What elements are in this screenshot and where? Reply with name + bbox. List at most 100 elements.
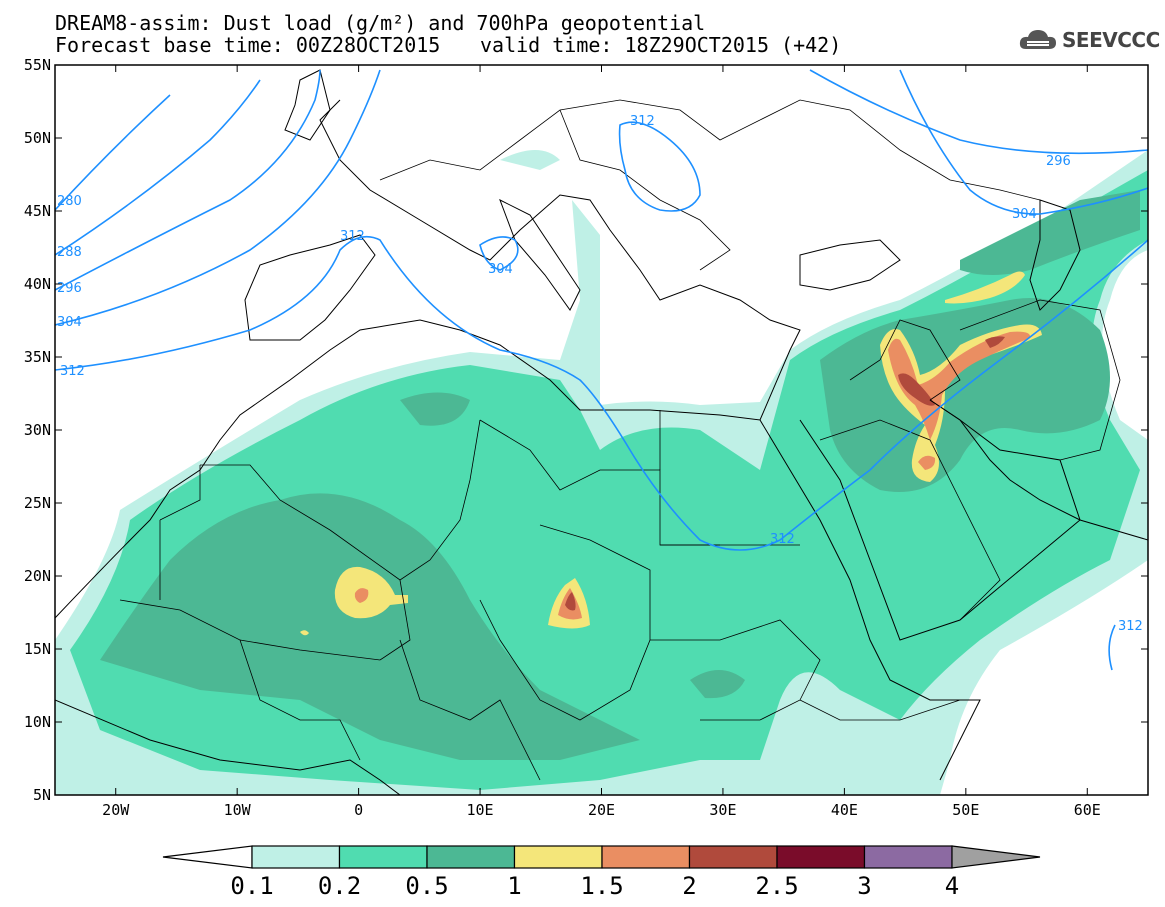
coastline-red-sea [759, 419, 981, 781]
contour-312-balkan [618, 121, 701, 212]
contour-312-west [55, 235, 1148, 551]
border-mali-niger [239, 579, 411, 661]
coastline-iberia [244, 234, 376, 341]
colorbar-swatch [426, 845, 516, 869]
coastline-gulf-of-guinea [55, 699, 401, 795]
border-europe-a [379, 99, 761, 181]
dust-layer-1-iraq [880, 324, 1042, 482]
lat-tick-label: 30N [24, 421, 51, 439]
latitude-axis: 55N 50N 45N 40N 35N 30N 25N 20N 15N 10N 5N [24, 56, 1148, 804]
dust-layer-0-5 [100, 493, 640, 760]
dust-layer-1-west [334, 566, 408, 619]
lat-tick-label: 40N [24, 275, 51, 293]
contour-296 [55, 69, 321, 291]
contour-label: 312 [60, 364, 85, 379]
dust-layer-1-5-iraq [888, 331, 1031, 440]
lat-tick-label: 55N [24, 56, 51, 74]
coastline-italy [499, 198, 581, 311]
lat-tick-label: 20N [24, 567, 51, 585]
contour-304-italy [479, 236, 519, 271]
contour-304 [55, 69, 381, 326]
colorbar-label: 4 [945, 872, 959, 900]
lon-tick-label: 0 [354, 801, 363, 819]
contour-label: 304 [488, 262, 513, 277]
dust-layer-2-iraq [898, 373, 935, 406]
coastline-uk [284, 69, 331, 141]
coastline-arabia [799, 399, 1081, 641]
lat-tick-label: 15N [24, 640, 51, 658]
border-iraq-iran [849, 319, 961, 401]
map-title: DREAM8-assim: Dust load (g/m²) and 700hP… [55, 11, 706, 35]
contour-label: 296 [57, 281, 82, 296]
contour-label: 312 [630, 114, 655, 129]
lat-tick-label: 45N [24, 202, 51, 220]
contour-label: 304 [57, 315, 82, 330]
lon-tick-label: 10E [467, 801, 494, 819]
dust-layer-2-iran [985, 336, 1005, 348]
contour-label: 280 [57, 194, 82, 209]
lat-tick-label: 50N [24, 129, 51, 147]
seevccc-logo: SEEVCCC [1018, 25, 1160, 55]
contour-312-east [1108, 624, 1116, 671]
border-saudi [819, 419, 1001, 621]
lat-tick-label: 10N [24, 713, 51, 731]
valid-time: valid time: 18Z29OCT2015 (+42) [480, 33, 842, 57]
border-europe-b [559, 109, 731, 271]
dust-layer-2-chad [565, 592, 576, 611]
contour-label: 304 [1012, 207, 1037, 222]
dust-layer-0-5-c [960, 190, 1140, 275]
colorbar-label: 1 [507, 872, 521, 900]
contour-280 [55, 94, 171, 211]
colorbar-label: 3 [857, 872, 871, 900]
colorbar-swatch [251, 845, 341, 869]
geopotential-contours [55, 69, 1148, 671]
coastline-africa-europe [55, 99, 801, 619]
border-sudan [650, 619, 821, 721]
coastlines [55, 69, 1148, 795]
colorbar-label: 0.2 [318, 872, 361, 900]
contour-296-east [809, 69, 1148, 155]
coastline-persian-gulf [929, 399, 1148, 541]
contour-label: 312 [340, 229, 365, 244]
border-west-africa [119, 599, 361, 761]
border-russia [759, 99, 1041, 201]
contour-label: 296 [1046, 154, 1071, 169]
colorbar-label: 2.5 [755, 872, 798, 900]
dust-layer-1-5-west [354, 588, 369, 603]
border-mauritania [159, 465, 201, 600]
lat-tick-label: 25N [24, 494, 51, 512]
colorbar-swatch [338, 845, 428, 869]
colorbar-swatch [688, 845, 778, 869]
colorbar-high-arrow [951, 845, 1041, 869]
country-borders [119, 99, 1121, 781]
contour-labels: 280 288 296 304 312 312 304 312 304 296 … [57, 114, 1143, 634]
lat-tick-label: 5N [33, 786, 51, 804]
dust-layer-0-5-d [400, 392, 470, 426]
contour-label: 312 [1118, 619, 1143, 634]
colorbar-swatch [863, 845, 953, 869]
lat-tick-label: 35N [24, 348, 51, 366]
contour-label: 288 [57, 245, 82, 260]
border-nigeria [399, 639, 541, 781]
logo-text: SEEVCCC [1062, 28, 1160, 52]
border-ethiopia [799, 699, 961, 721]
forecast-base-time: Forecast base time: 00Z28OCT2015 [55, 33, 441, 57]
contour-288 [55, 79, 261, 256]
dust-layer-0-5-e [690, 670, 745, 699]
longitude-axis: 20W 10W 0 10E 20E 30E 40E 50E 60E [102, 65, 1101, 819]
lon-tick-label: 60E [1074, 801, 1101, 819]
border-egypt-sudan [659, 410, 800, 546]
colorbar-label: 1.5 [580, 872, 623, 900]
lon-tick-label: 10W [224, 801, 252, 819]
colorbar-swatch [601, 845, 691, 869]
lon-tick-label: 20E [588, 801, 615, 819]
dust-layer-1-small [300, 630, 309, 636]
border-iran [959, 299, 1121, 461]
dust-layer-1-5-south [918, 455, 936, 470]
contour-label: 312 [770, 532, 795, 547]
dust-field [55, 150, 1148, 795]
colorbar-low-arrow [162, 845, 253, 869]
colorbar-label: 0.5 [405, 872, 448, 900]
lon-tick-label: 40E [831, 801, 858, 819]
dust-layer-1-caspian [945, 271, 1025, 304]
